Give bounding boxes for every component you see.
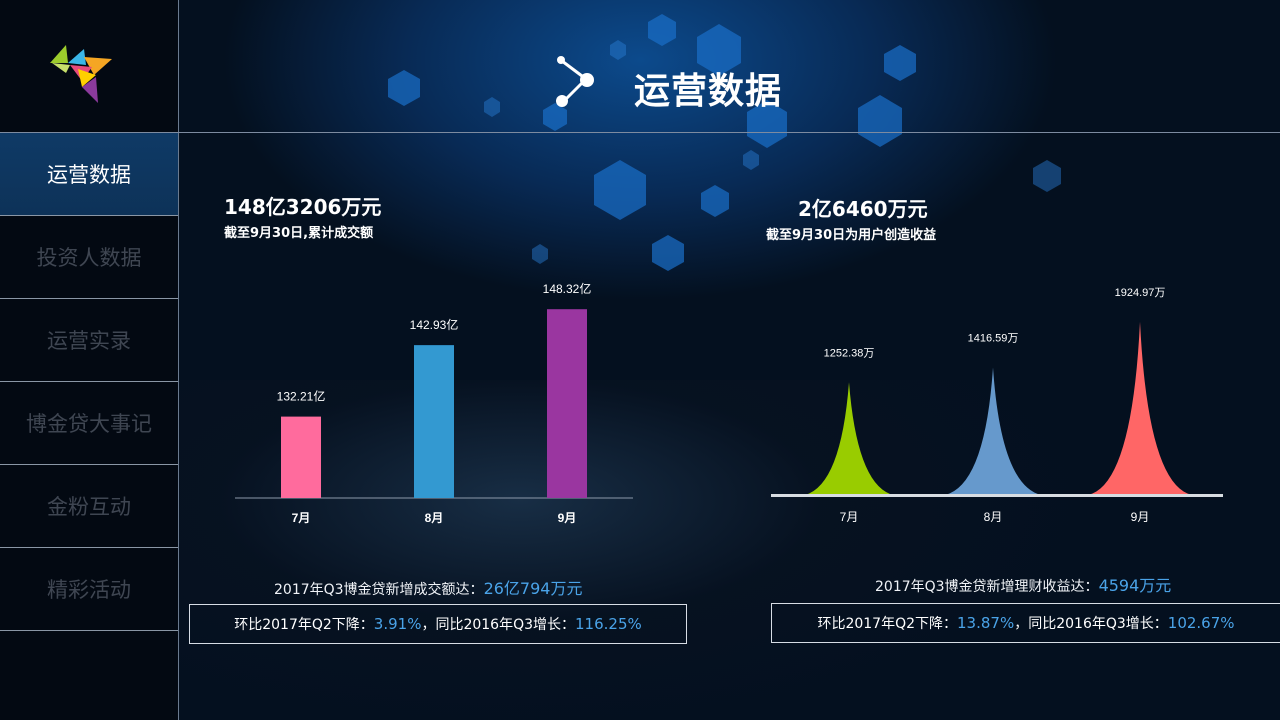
hexagon xyxy=(743,150,759,170)
sidebar-item-investor-data[interactable]: 投资人数据 xyxy=(0,216,178,299)
page-title: 运营数据 xyxy=(634,71,783,112)
bar-1 xyxy=(281,416,321,498)
user-earnings-value: 2亿6460万元 xyxy=(798,197,928,221)
peak-data-label: 1416.59万 xyxy=(968,333,1019,345)
x-tick-label: 9月 xyxy=(558,511,577,525)
sidebar-item-label: 金粉互动 xyxy=(47,495,131,519)
peak-2 xyxy=(945,367,1041,495)
hexagon xyxy=(858,95,902,147)
sidebar-item-label: 博金贷大事记 xyxy=(26,412,152,436)
x-tick-label: 8月 xyxy=(425,511,444,525)
cumulative-volume-subtitle: 截至9月30日,累计成交额 xyxy=(224,226,374,241)
sidebar: 运营数据 投资人数据 运营实录 博金贷大事记 金粉互动 精彩活动 xyxy=(0,0,179,720)
peak-3 xyxy=(1088,321,1192,495)
right-box-value-2: 102.67% xyxy=(1167,614,1235,632)
user-earnings-subtitle: 截至9月30日为用户创造收益 xyxy=(766,228,937,243)
left-box-value-2: 116.25% xyxy=(575,615,642,633)
left-box-prefix-1: 环比2017年Q2下降： xyxy=(234,617,374,633)
hexagon xyxy=(652,235,684,271)
bar-2 xyxy=(414,345,454,498)
header-divider xyxy=(0,132,1280,133)
left-summary-prefix: 2017年Q3博金贷新增成交额达： xyxy=(274,582,484,598)
sidebar-item-fan-interaction[interactable]: 金粉互动 xyxy=(0,465,178,548)
hexagon xyxy=(610,40,626,60)
bar-chart: 132.21亿 7月 142.93亿 8月 148.32亿 9月 xyxy=(235,281,633,525)
left-summary-value: 26亿794万元 xyxy=(483,579,583,598)
sidebar-item-label: 投资人数据 xyxy=(36,246,142,270)
logo xyxy=(50,45,112,103)
hexagon xyxy=(747,100,787,148)
sidebar-nav: 运营数据 投资人数据 运营实录 博金贷大事记 金粉互动 精彩活动 xyxy=(0,133,178,631)
sidebar-item-operations-record[interactable]: 运营实录 xyxy=(0,299,178,382)
bar-data-label: 148.32亿 xyxy=(543,281,592,296)
x-tick-label: 9月 xyxy=(1131,510,1150,524)
left-summary: 2017年Q3博金贷新增成交额达：26亿794万元 xyxy=(274,575,582,599)
right-box-prefix-1: 环比2017年Q2下降： xyxy=(817,616,958,632)
sidebar-item-events[interactable]: 精彩活动 xyxy=(0,548,178,631)
right-box-prefix-2: ，同比2016年Q3增长： xyxy=(1014,616,1168,632)
right-summary: 2017年Q3博金贷新增理财收益达：4594万元 xyxy=(875,572,1171,596)
bar-data-label: 132.21亿 xyxy=(277,389,326,404)
cumulative-volume-value: 148亿3206万元 xyxy=(224,195,382,219)
hexagon xyxy=(648,14,676,46)
hexagon xyxy=(388,70,420,106)
hexagon xyxy=(884,45,916,81)
sidebar-item-label: 运营实录 xyxy=(47,329,131,353)
peak-chart: 1252.38万 7月 1416.59万 8月 1924.97万 9月 xyxy=(771,287,1223,524)
hexagon xyxy=(594,160,646,220)
sidebar-item-milestones[interactable]: 博金贷大事记 xyxy=(0,382,178,465)
sidebar-item-operations-data[interactable]: 运营数据 xyxy=(0,133,178,216)
background-floor xyxy=(0,380,1280,720)
left-box-value-1: 3.91% xyxy=(373,615,422,633)
x-tick-label: 8月 xyxy=(984,510,1003,524)
right-box-value-1: 13.87% xyxy=(957,614,1015,632)
right-comparison-box: 环比2017年Q2下降： 13.87% ，同比2016年Q3增长： 102.67% xyxy=(771,603,1280,643)
share-icon xyxy=(556,56,594,107)
x-tick-label: 7月 xyxy=(840,510,859,524)
left-comparison-box: 环比2017年Q2下降： 3.91% ，同比2016年Q3增长： 116.25% xyxy=(189,604,687,644)
hexagon xyxy=(697,24,741,76)
peak-1 xyxy=(805,382,893,495)
bar-data-label: 142.93亿 xyxy=(410,317,459,332)
peak-data-label: 1252.38万 xyxy=(824,347,875,359)
peak-data-label: 1924.97万 xyxy=(1115,287,1166,299)
hexagon xyxy=(543,103,567,131)
hexagon xyxy=(532,244,548,264)
sidebar-item-label: 运营数据 xyxy=(47,163,131,187)
right-summary-prefix: 2017年Q3博金贷新增理财收益达： xyxy=(875,579,1099,595)
hexagon xyxy=(1033,160,1061,192)
bar-3 xyxy=(547,309,587,498)
left-box-prefix-2: ，同比2016年Q3增长： xyxy=(421,617,576,633)
sidebar-item-label: 精彩活动 xyxy=(47,578,131,602)
right-summary-value: 4594万元 xyxy=(1098,576,1172,595)
hexagon xyxy=(484,97,500,117)
hexagon xyxy=(701,185,729,217)
x-axis-line xyxy=(771,494,1223,497)
x-tick-label: 7月 xyxy=(292,511,311,525)
